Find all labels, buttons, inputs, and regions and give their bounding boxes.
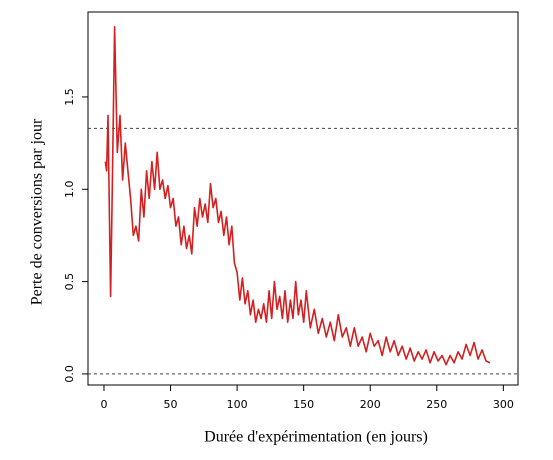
plot-box	[87, 11, 519, 386]
x-tick-label: 0	[100, 398, 107, 411]
y-tick-label: 0.5	[63, 273, 76, 291]
data-line	[104, 26, 491, 366]
y-tick-label: 1.0	[63, 181, 76, 199]
x-tick-label: 250	[426, 398, 447, 411]
x-tick-label: 100	[227, 398, 248, 411]
y-tick-label: 0.0	[63, 365, 76, 383]
y-tick-label: 1.5	[63, 88, 76, 106]
y-axis-label: Perte de conversions par jour	[29, 118, 46, 305]
x-tick-label: 200	[360, 398, 381, 411]
x-tick-label: 300	[493, 398, 514, 411]
x-tick-label: 150	[293, 398, 314, 411]
x-axis-label: Durée d'expérimentation (en jours)	[204, 429, 428, 446]
x-tick-label: 50	[164, 398, 178, 411]
